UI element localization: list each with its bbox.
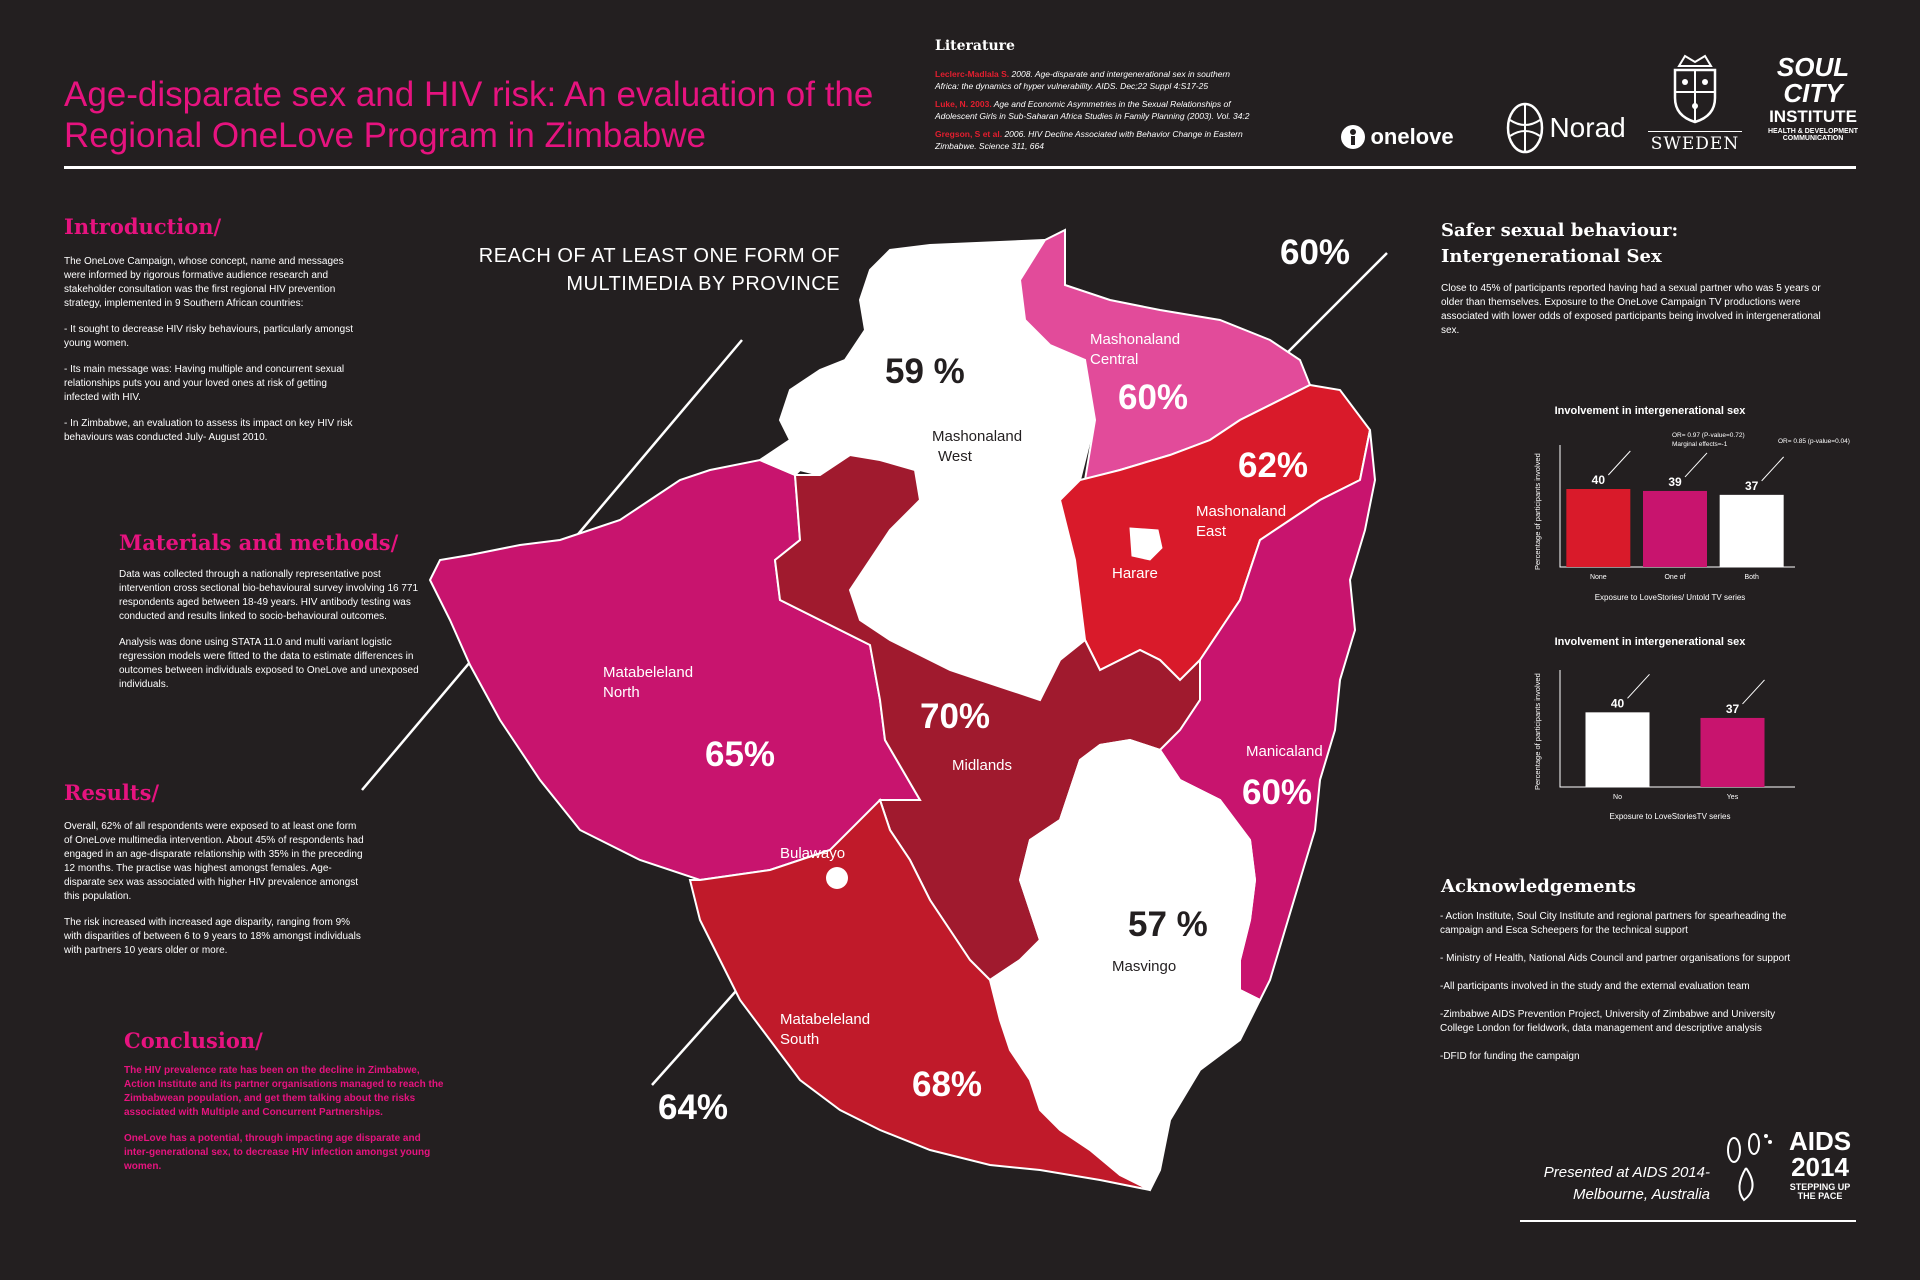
footer-divider bbox=[1520, 1220, 1856, 1222]
list-item: -All participants involved in the study … bbox=[1440, 981, 1750, 992]
province-value: 59 % bbox=[885, 352, 965, 391]
acknowledgements-heading: Acknowledgements bbox=[1441, 876, 1636, 897]
chart-leader-line bbox=[1761, 456, 1785, 482]
header-divider bbox=[64, 166, 1856, 169]
onelove-logo: onelove bbox=[1340, 124, 1454, 150]
chart-1-xlabel: Exposure to LoveStories/ Untold TV serie… bbox=[1594, 593, 1746, 602]
literature-item: Luke, N. 2003. Age and Economic Asymmetr… bbox=[935, 99, 1250, 121]
province-label: Mashonaland Central bbox=[1090, 331, 1181, 368]
chart-tick-label: One of bbox=[1664, 574, 1685, 581]
province-label: Matabeleland South bbox=[780, 1011, 871, 1048]
norad-logo: Norad bbox=[1505, 100, 1626, 156]
introduction-heading: Introduction/ bbox=[64, 214, 222, 239]
province-value: 60% bbox=[1118, 378, 1189, 417]
safer-heading: Safer sexual behaviour: Intergenerational… bbox=[1441, 220, 1679, 267]
chart-2-plot: 40 No 37 Yes bbox=[1559, 670, 1795, 801]
chart-axis bbox=[1559, 445, 1795, 568]
sweden-logo: SWEDEN bbox=[1648, 52, 1742, 154]
province-value: 70% bbox=[920, 697, 991, 736]
chart-bar bbox=[1643, 490, 1707, 567]
introduction-text: The OneLove Campaign, whose concept, nam… bbox=[64, 256, 354, 443]
results-text: Overall, 62% of all respondents were exp… bbox=[64, 821, 364, 956]
chart-bar bbox=[1719, 494, 1784, 567]
province-label: Mashonaland West bbox=[932, 428, 1023, 465]
chart-leader-line bbox=[1607, 450, 1631, 476]
province-label: Midlands bbox=[952, 757, 1013, 774]
chart-2-ylabel: Percentage of participants involved bbox=[1533, 673, 1542, 790]
province-value: 60% bbox=[1242, 773, 1313, 812]
chart-2-xlabel: Exposure to LoveStoriesTV series bbox=[1609, 812, 1731, 821]
chart-tick-label: No bbox=[1613, 794, 1622, 801]
chart-1-plot: 40 None 39 One of 37 Both bbox=[1559, 445, 1795, 581]
conclusion-text: The HIV prevalence rate has been on the … bbox=[124, 1065, 444, 1172]
callout-top-value: 60% bbox=[1280, 233, 1351, 272]
chart-bar bbox=[1585, 712, 1650, 787]
province-label: Harare bbox=[1112, 565, 1158, 582]
chart-data-label: 40 bbox=[1611, 696, 1625, 710]
chart-leader-line bbox=[1742, 679, 1765, 705]
province-label: Masvingo bbox=[1112, 958, 1177, 975]
conclusion-heading: Conclusion/ bbox=[124, 1028, 263, 1053]
list-item: -DFID for funding the campaign bbox=[1440, 1051, 1580, 1062]
chart-leader-line bbox=[1627, 673, 1650, 699]
harare-marker bbox=[1129, 527, 1163, 561]
chart-2-title: Involvement in intergenerational sex bbox=[1554, 636, 1746, 648]
soul-city-logo: SOUL CITY INSTITUTE HEALTH & DEVELOPMENT… bbox=[1767, 52, 1859, 142]
crown-shield-icon bbox=[1673, 54, 1717, 124]
chart-1-title: Involvement in intergenerational sex bbox=[1554, 405, 1746, 417]
province-value: 57 % bbox=[1128, 905, 1208, 944]
chart-data-label: 40 bbox=[1592, 473, 1606, 487]
chart-tick-label: None bbox=[1590, 574, 1607, 581]
methods-heading: Materials and methods/ bbox=[119, 530, 399, 555]
province-label: Mashonaland East bbox=[1196, 503, 1287, 540]
results-heading: Results/ bbox=[64, 780, 160, 805]
province-label: Manicaland bbox=[1246, 743, 1323, 760]
presented-at: Presented at AIDS 2014- Melbourne, Austra… bbox=[1543, 1164, 1710, 1203]
chart-1-annotation: OR= 0.97 (P-value=0.72) Marginal effects=… bbox=[1672, 432, 1745, 448]
chart-data-label: 37 bbox=[1726, 702, 1740, 716]
chart-data-label: 39 bbox=[1668, 475, 1682, 489]
chart-bar bbox=[1566, 489, 1631, 567]
map-title: REACH OF AT LEAST ONE FORM OF MULTIMEDIA… bbox=[478, 245, 840, 295]
methods-text: Data was collected through a nationally … bbox=[119, 569, 419, 690]
chart-leader-line bbox=[1684, 452, 1708, 478]
province-label: Matabeleland North bbox=[603, 664, 694, 701]
chart-tick-label: Yes bbox=[1727, 794, 1739, 801]
chart-1-annotation: OR= 0.85 (p-value=0.04) bbox=[1778, 438, 1850, 445]
footprints-icon bbox=[1727, 1133, 1772, 1202]
chart-1-ylabel: Percentage of participants involved bbox=[1533, 453, 1542, 570]
poster-title: Age-disparate sex and HIV risk: An evalu… bbox=[64, 75, 874, 155]
chart-bar bbox=[1700, 717, 1765, 787]
safer-text: Close to 45% of participants reported ha… bbox=[1441, 283, 1821, 336]
bulawayo-marker bbox=[826, 867, 848, 889]
literature-item: Gregson, S et al. 2006. HIV Decline Asso… bbox=[935, 129, 1243, 151]
list-item: -Zimbabwe AIDS Prevention Project, Unive… bbox=[1440, 1009, 1776, 1034]
province-label: Bulawayo bbox=[780, 845, 846, 862]
chart-tick-label: Both bbox=[1744, 574, 1759, 581]
callout-bottom-value: 64% bbox=[658, 1088, 729, 1127]
literature-item: Leclerc-Madlala S. 2008. Age-disparate a… bbox=[935, 69, 1231, 91]
province-value: 68% bbox=[912, 1065, 983, 1104]
province-matabeleland-south bbox=[688, 798, 1151, 1191]
literature-heading: Literature bbox=[935, 38, 1015, 54]
norad-emblem-icon bbox=[1506, 102, 1544, 154]
chart-data-label: 37 bbox=[1745, 479, 1759, 493]
province-value: 65% bbox=[705, 735, 776, 774]
acknowledgements-list: - Action Institute, Soul City Institute … bbox=[1440, 910, 1880, 1064]
list-item: - Action Institute, Soul City Institute … bbox=[1440, 911, 1787, 936]
province-value: 62% bbox=[1238, 446, 1309, 485]
list-item: - Ministry of Health, National Aids Coun… bbox=[1440, 953, 1791, 964]
